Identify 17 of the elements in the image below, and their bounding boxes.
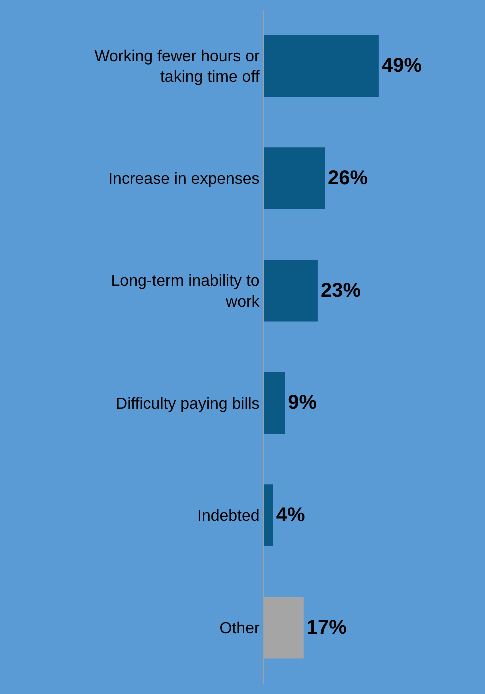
data-label: 49% bbox=[382, 55, 422, 78]
y-tick-label: Difficulty paying bills bbox=[116, 396, 260, 413]
y-tick-label: Increase in expenses bbox=[108, 171, 260, 188]
data-label: 9% bbox=[288, 392, 318, 414]
y-tick-label: Working fewer hours or taking time off bbox=[94, 48, 260, 86]
y-tick-label: Indebted bbox=[198, 508, 260, 526]
y-tick-label: Other bbox=[220, 620, 260, 638]
bar bbox=[264, 260, 318, 322]
y-tick-label: Long-term inability to work bbox=[111, 273, 261, 311]
data-label: 17% bbox=[306, 616, 348, 639]
data-label: 4% bbox=[276, 504, 306, 526]
bar bbox=[264, 35, 379, 98]
bar bbox=[264, 372, 286, 434]
data-label: 26% bbox=[328, 168, 368, 190]
bar bbox=[264, 484, 274, 546]
data-label: 23% bbox=[320, 280, 362, 302]
bar bbox=[264, 148, 325, 210]
